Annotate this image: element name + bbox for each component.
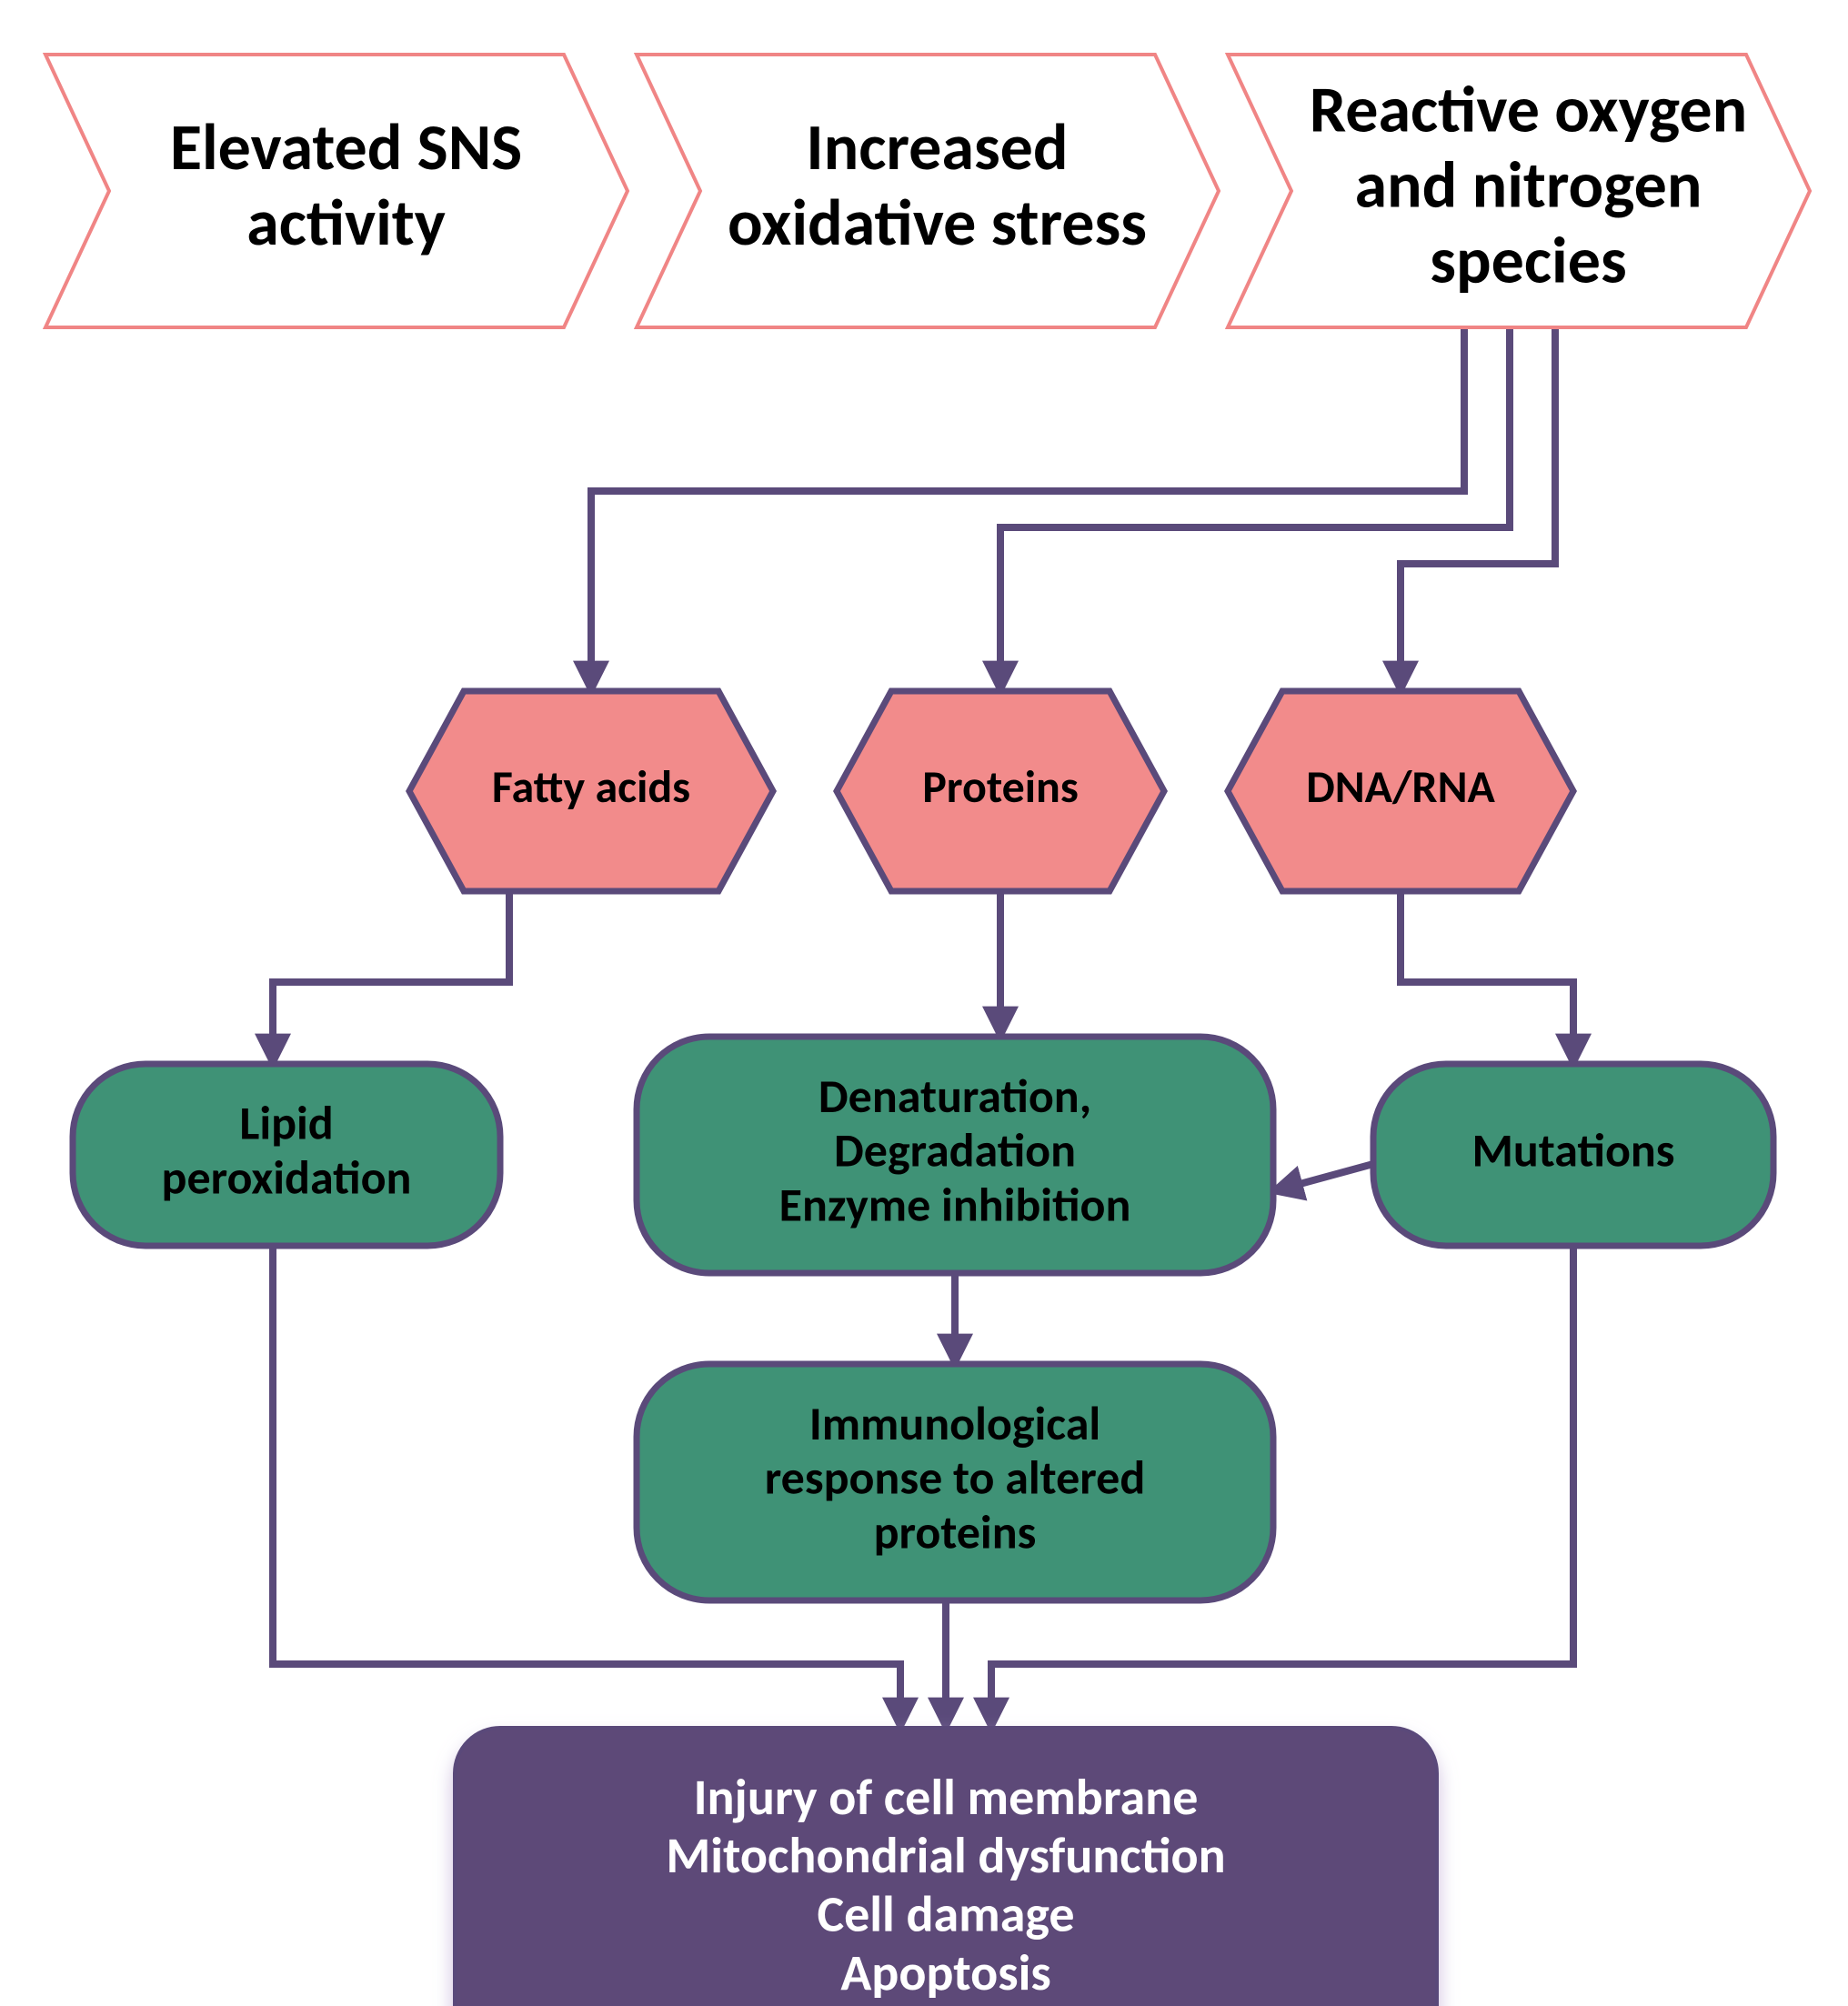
svg-text:Mitochondrial dysfunction: Mitochondrial dysfunction bbox=[666, 1825, 1225, 1887]
svg-text:Fatty acids: Fatty acids bbox=[492, 759, 690, 815]
hex-protein: Proteins bbox=[837, 691, 1164, 891]
chev-ros: Reactive oxygenand nitrogenspecies bbox=[1228, 55, 1810, 327]
chev-sns: Elevated SNSactivity bbox=[45, 55, 628, 327]
e-ros-fatty bbox=[591, 327, 1464, 691]
svg-text:Injury of cell membrane: Injury of cell membrane bbox=[694, 1767, 1199, 1829]
pill-lipid: Lipidperoxidation bbox=[73, 1064, 500, 1246]
svg-text:Increased: Increased bbox=[806, 107, 1068, 187]
svg-text:Proteins: Proteins bbox=[922, 759, 1079, 815]
pill-denat: Denaturation,DegradationEnzyme inhibitio… bbox=[637, 1037, 1273, 1273]
chevron-row: Elevated SNSactivityIncreasedoxidative s… bbox=[45, 55, 1810, 327]
svg-text:Denaturation,: Denaturation, bbox=[819, 1067, 1091, 1125]
svg-text:response to altered: response to altered bbox=[765, 1449, 1146, 1507]
e-fatty-lipid bbox=[273, 891, 509, 1064]
svg-text:oxidative stress: oxidative stress bbox=[728, 183, 1147, 263]
svg-text:activity: activity bbox=[246, 183, 446, 263]
pill-mut: Mutations bbox=[1373, 1064, 1773, 1246]
svg-text:Degradation: Degradation bbox=[834, 1121, 1076, 1179]
final-box: Injury of cell membraneMitochondrial dys… bbox=[455, 1728, 1437, 2006]
e-dna-mut bbox=[1401, 891, 1573, 1064]
hexagon-row: Fatty acids Proteins DNA/RNA bbox=[409, 691, 1573, 891]
svg-text:Lipid: Lipid bbox=[239, 1094, 333, 1152]
svg-text:proteins: proteins bbox=[874, 1502, 1037, 1560]
hex-dna: DNA/RNA bbox=[1228, 691, 1573, 891]
svg-text:species: species bbox=[1430, 220, 1626, 300]
svg-text:Cell damage: Cell damage bbox=[817, 1884, 1074, 1946]
svg-text:and nitrogen: and nitrogen bbox=[1354, 145, 1702, 225]
svg-text:peroxidation: peroxidation bbox=[162, 1148, 412, 1207]
hex-fatty: Fatty acids bbox=[409, 691, 773, 891]
pill-group: Lipidperoxidation Denaturation,Degradatio… bbox=[73, 1037, 1773, 1600]
svg-text:Apoptosis: Apoptosis bbox=[840, 1942, 1050, 2004]
svg-text:Reactive oxygen: Reactive oxygen bbox=[1310, 70, 1747, 150]
svg-text:Mutations: Mutations bbox=[1471, 1121, 1674, 1179]
chev-oxi: Increasedoxidative stress bbox=[637, 55, 1219, 327]
svg-text:Necrosis: Necrosis bbox=[857, 2001, 1035, 2006]
e-ros-dna bbox=[1401, 327, 1555, 691]
e-ros-protein bbox=[1000, 327, 1510, 691]
svg-text:DNA/RNA: DNA/RNA bbox=[1306, 759, 1495, 815]
e-mut-denat bbox=[1273, 1164, 1373, 1191]
svg-text:Elevated SNS: Elevated SNS bbox=[170, 107, 522, 187]
svg-text:Enzyme inhibition: Enzyme inhibition bbox=[779, 1175, 1131, 1233]
pill-immuno: Immunologicalresponse to alteredproteins bbox=[637, 1364, 1273, 1600]
svg-text:Immunological: Immunological bbox=[809, 1394, 1100, 1452]
